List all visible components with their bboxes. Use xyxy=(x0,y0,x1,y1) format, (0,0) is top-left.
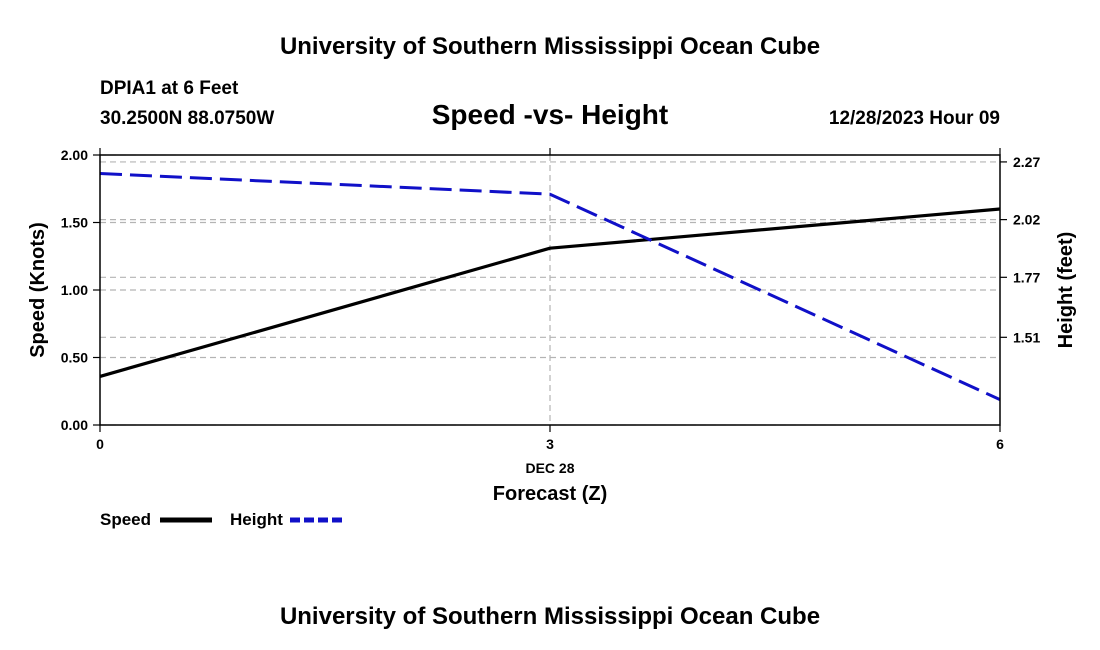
y-axis-left-label: Speed (Knots) xyxy=(27,222,49,358)
y-right-tick-label: 2.02 xyxy=(1013,212,1040,228)
y-axis-right-label: Height (feet) xyxy=(1055,232,1077,349)
x-axis-label: Forecast (Z) xyxy=(493,483,607,505)
y-right-tick-label: 1.77 xyxy=(1013,269,1040,285)
y-left-tick-label: 0.50 xyxy=(61,350,88,366)
bottom-title: University of Southern Mississippi Ocean… xyxy=(280,603,820,630)
y-left-tick-label: 2.00 xyxy=(61,147,88,163)
legend-speed-label: Speed xyxy=(100,510,151,529)
x-tick-label: 6 xyxy=(996,436,1004,452)
legend-height-label: Height xyxy=(230,510,283,529)
series-layer xyxy=(99,172,1001,401)
x-tick-label: 0 xyxy=(96,436,104,452)
x-tick-label: 3 xyxy=(546,436,554,452)
y-right-tick-label: 1.51 xyxy=(1013,329,1040,345)
chart-title: Speed -vs- Height xyxy=(432,99,668,130)
datetime-label: 12/28/2023 Hour 09 xyxy=(829,108,1000,129)
station-label: DPIA1 at 6 Feet xyxy=(100,78,239,99)
axis-ticks: 0.00 0.50 1.00 1.50 2.00 1.51 1.77 2.02 2.27 0 3 6 xyxy=(61,147,1041,452)
top-title: University of Southern Mississippi Ocean… xyxy=(280,33,820,60)
y-right-tick-label: 2.27 xyxy=(1013,154,1040,170)
y-left-tick-label: 0.00 xyxy=(61,417,88,433)
x-date-label: DEC 28 xyxy=(525,460,574,476)
coordinates-label: 30.2500N 88.0750W xyxy=(100,108,274,129)
legend: Speed Height xyxy=(100,510,342,529)
y-left-tick-label: 1.50 xyxy=(61,215,88,231)
y-left-tick-label: 1.00 xyxy=(61,282,88,298)
series-line-speed xyxy=(99,207,1001,378)
series-line-height xyxy=(99,172,1001,401)
